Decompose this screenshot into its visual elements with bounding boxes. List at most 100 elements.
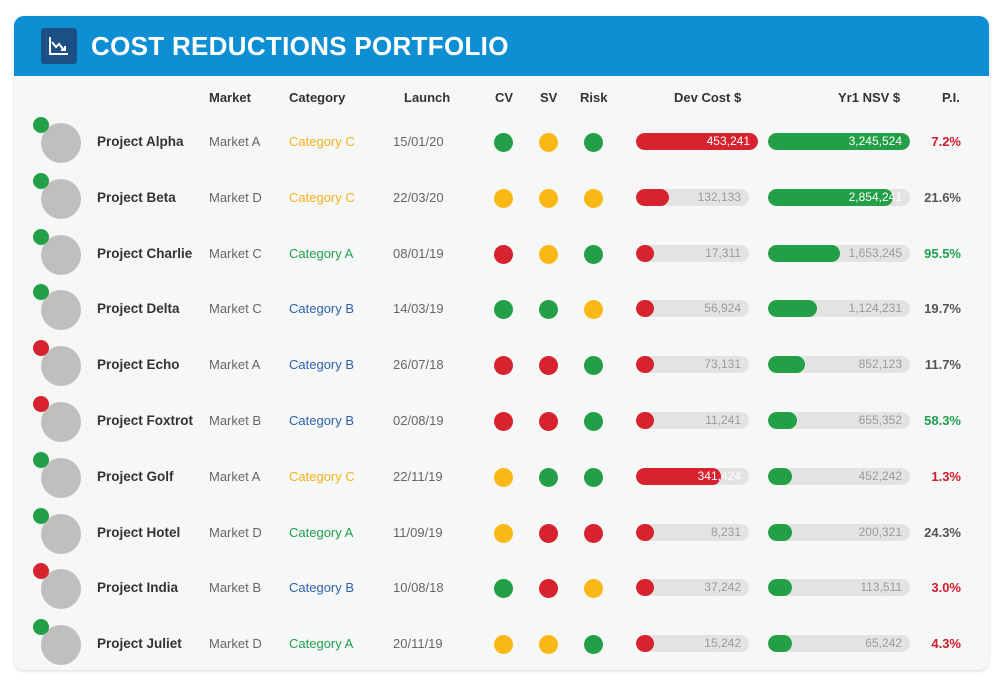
status-indicator [33,563,49,580]
launch-date-cell: 14/03/19 [393,301,444,317]
sv-indicator [539,188,558,208]
avatar [41,457,81,498]
sv-indicator [539,467,558,487]
project-name[interactable]: Project Juliet [97,636,182,652]
nsv-value: 113,511 [860,580,902,595]
cv-indicator [494,523,513,543]
nsv-bar: 452,242 [768,467,910,485]
nsv-value: 65,242 [865,636,902,651]
table-row[interactable]: Project India Market B Category B 10/08/18 3… [0,553,1000,610]
category-cell: Category C [289,468,355,484]
nsv-value: 3,245,524 [848,134,902,148]
market-cell: Market D [209,636,262,652]
risk-indicator [584,412,603,431]
nsv-bar-fill [768,523,793,541]
avatar [41,290,81,331]
cv-indicator [494,133,513,152]
avatar [41,123,81,163]
nsv-bar-fill [768,356,806,374]
nsv-bar-fill [768,467,793,485]
pi-value: 7.2% [931,134,961,149]
table-row[interactable]: Project Juliet Market D Category A 20/11/19… [0,609,1000,666]
project-name[interactable]: Project Hotel [97,524,181,540]
project-name[interactable]: Project Golf [97,468,174,484]
launch-date-cell: 02/08/19 [393,413,444,428]
nsv-value: 852,123 [858,357,902,372]
sv-indicator [539,133,558,152]
dev-cost-bar-fill [636,244,655,262]
table-row[interactable]: Project Charlie Market C Category A 08/01/1… [0,219,1000,275]
category-cell: Category C [289,134,355,149]
pi-value: 21.6% [924,189,961,205]
column-header-sv[interactable]: SV [540,90,558,105]
category-cell: Category C [289,189,355,205]
column-header-launch[interactable]: Launch [404,90,451,105]
nsv-bar: 3,245,524 [768,133,910,150]
status-indicator [33,396,49,412]
nsv-bar-fill [768,635,793,653]
risk-indicator [584,300,603,320]
dev-cost-bar-fill [636,300,655,318]
category-cell: Category B [289,357,355,373]
sv-indicator [539,635,558,655]
market-cell: Market A [209,134,261,149]
project-name[interactable]: Project Alpha [97,134,184,149]
nsv-bar: 113,511 [768,579,910,597]
cv-indicator [494,188,513,208]
nsv-bar: 655,352 [768,412,910,429]
dev-cost-bar: 56,924 [636,300,749,318]
table-row[interactable]: Project Alpha Market A Category C 15/01/20 4… [0,107,1000,163]
dev-cost-bar: 453,241 [636,133,758,150]
column-header-pi[interactable]: P.I. [942,90,960,105]
nsv-value: 1,653,245 [848,245,902,260]
dev-cost-bar: 132,133 [636,188,749,206]
table-row[interactable]: Project Golf Market A Category C 22/11/19 34… [0,442,1000,498]
status-indicator [33,172,49,189]
column-header-market[interactable]: Market [209,90,251,105]
project-name[interactable]: Project India [97,580,179,596]
market-cell: Market B [209,413,262,428]
cv-indicator [494,635,513,655]
project-name[interactable]: Project Beta [97,189,176,205]
dev-cost-bar-fill [636,412,655,429]
nsv-bar: 200,321 [768,523,910,541]
project-name[interactable]: Project Foxtrot [97,413,194,428]
nsv-bar-fill [768,133,910,150]
column-header-dev-cost[interactable]: Dev Cost $ [674,90,742,105]
avatar [41,178,81,219]
dev-cost-bar-fill [636,523,655,541]
column-header-risk[interactable]: Risk [580,90,608,105]
market-cell: Market B [209,580,262,596]
project-name[interactable]: Project Echo [97,357,180,373]
table-row[interactable]: Project Beta Market D Category C 22/03/20 13… [0,163,1000,219]
pi-value: 11.7% [924,357,961,373]
project-name[interactable]: Project Delta [97,301,180,317]
pi-value: 58.3% [924,413,961,428]
chart-trend-down-icon [41,28,77,64]
column-header-nsv[interactable]: Yr1 NSV $ [838,90,901,105]
category-cell: Category B [289,413,355,428]
avatar [41,402,81,442]
table-row[interactable]: Project Delta Market C Category B 14/03/19 5… [0,274,1000,331]
column-header-category[interactable]: Category [289,90,346,105]
dev-cost-value: 56,924 [704,301,741,316]
status-indicator [33,451,49,468]
dev-cost-value: 17,311 [705,245,741,260]
column-header-cv[interactable]: CV [495,90,514,105]
table-row[interactable]: Project Hotel Market D Category A 11/09/19 8… [0,498,1000,554]
dev-cost-value: 15,242 [704,636,741,651]
project-name[interactable]: Project Charlie [97,245,193,261]
nsv-value: 200,321 [858,524,902,539]
status-indicator [33,507,49,524]
dev-cost-bar-fill [636,188,669,206]
dev-cost-bar: 37,242 [636,579,749,597]
dev-cost-bar-fill [636,356,655,374]
nsv-bar-fill [768,244,841,262]
risk-indicator [584,635,603,655]
table-row[interactable]: Project Echo Market A Category B 26/07/18 73… [0,330,1000,387]
pi-value: 3.0% [931,580,961,596]
risk-indicator [584,133,603,152]
launch-date-cell: 20/11/19 [393,636,443,652]
table-row[interactable]: Project Foxtrot Market B Category B 02/08/1… [0,386,1000,442]
pi-value: 1.3% [931,468,961,484]
